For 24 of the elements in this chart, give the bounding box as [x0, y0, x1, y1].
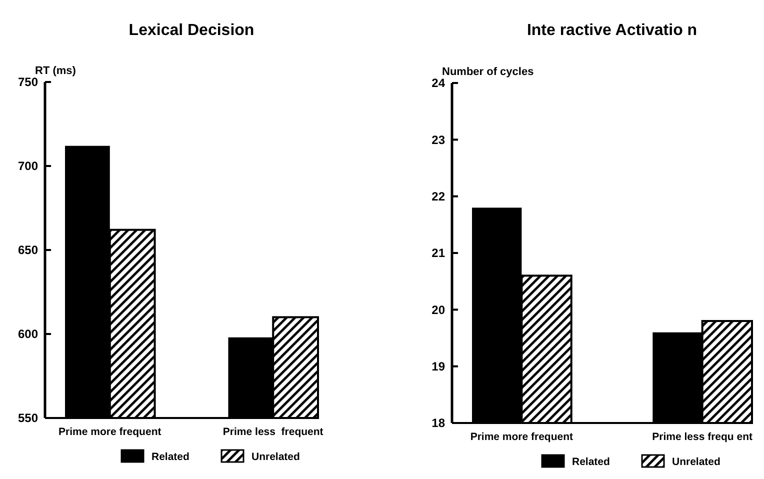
x-tick-label: Prime more frequent [470, 431, 574, 443]
y-tick-label: 18 [432, 416, 446, 430]
x-tick-label: Prime less frequ ent [652, 431, 754, 443]
y-tick-label: 20 [432, 302, 446, 317]
y-tick-label: 650 [18, 243, 38, 258]
y-tick-label: 24 [432, 76, 446, 90]
y-tick-label: 550 [18, 411, 38, 426]
y-tick-label: 21 [432, 246, 446, 260]
legend-label: Unrelated [252, 451, 300, 464]
chart-title: Inte ractive Activatio n [526, 22, 698, 39]
y-tick-label: 600 [18, 327, 38, 342]
y-tick-label: 700 [18, 159, 38, 174]
legend-label: Related [572, 456, 610, 468]
y-axis-title: Number of cycles [442, 66, 534, 78]
y-tick-label: 750 [18, 75, 38, 90]
chart-title: Lexical Decision [128, 22, 254, 39]
y-tick-label: 23 [432, 132, 446, 147]
legend-label: Related [152, 451, 190, 464]
legend-label: Unrelated [672, 456, 720, 468]
y-tick-label: 19 [432, 360, 446, 374]
x-tick-label: Prime less frequent [222, 426, 324, 438]
x-tick-label: Prime more frequent [58, 426, 162, 438]
y-axis-title: RT (ms) [35, 65, 76, 77]
y-tick-label: 22 [432, 190, 446, 204]
